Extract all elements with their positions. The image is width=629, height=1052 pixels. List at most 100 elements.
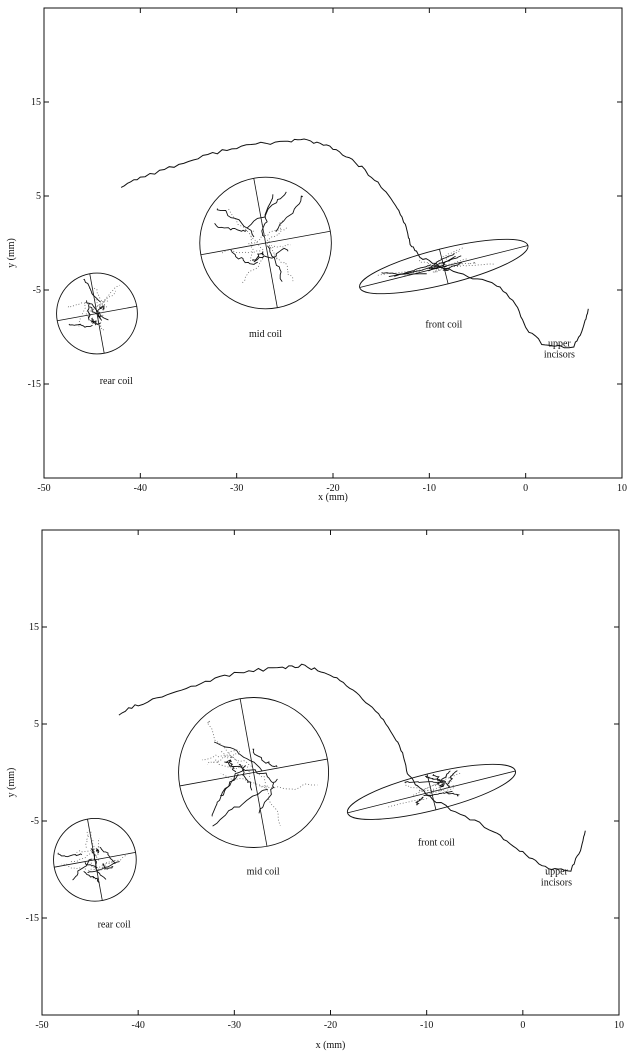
coil-0 xyxy=(56,272,138,355)
coil-track xyxy=(99,325,104,331)
coil-track xyxy=(201,749,238,761)
coil-track xyxy=(376,267,430,276)
coil-track xyxy=(99,853,129,868)
coil-track xyxy=(403,263,443,277)
coil-track xyxy=(221,751,263,778)
x-tick-label: -50 xyxy=(37,483,50,494)
coil-track xyxy=(413,772,461,796)
coil-2 xyxy=(346,763,517,820)
coil-track xyxy=(216,208,255,238)
coil-track xyxy=(102,863,114,870)
coil-track xyxy=(436,770,451,786)
coil-track xyxy=(229,754,252,780)
coil-track xyxy=(419,256,431,265)
coil-label: rear coil xyxy=(100,376,133,387)
coil-track xyxy=(78,302,87,327)
x-tick-label: -10 xyxy=(423,483,436,494)
coil-track xyxy=(212,751,240,764)
coil-track xyxy=(99,846,116,864)
y-tick-label: -15 xyxy=(26,913,39,924)
x-tick-label: -50 xyxy=(35,1020,48,1031)
coil-track xyxy=(446,791,461,797)
coil-track xyxy=(228,208,264,251)
coil-track xyxy=(263,776,281,827)
coil-track xyxy=(230,249,259,265)
coil-track xyxy=(423,787,447,796)
coil-track xyxy=(262,223,278,260)
y-tick-label: -5 xyxy=(33,285,41,296)
coil-track xyxy=(261,194,274,237)
x-tick-label: -30 xyxy=(228,1020,241,1031)
coil-track xyxy=(57,852,83,858)
palate-trace xyxy=(120,138,589,349)
coil-track xyxy=(423,789,445,792)
coil-track xyxy=(438,250,461,272)
coil-track xyxy=(87,861,120,874)
coil-track xyxy=(90,848,98,869)
panel-top: -50 -40 -30 -20 -10 0 10 15 5 -5 -15 x (mm) y (mm) re… xyxy=(0,0,629,520)
coil-track xyxy=(258,778,278,814)
chart-top: -50 -40 -30 -20 -10 0 10 15 5 -5 -15 x (mm) y (mm) re… xyxy=(6,7,627,503)
x-tick-label: 0 xyxy=(523,483,528,494)
coil-label: mid coil xyxy=(247,866,280,877)
coil-track xyxy=(403,781,423,792)
x-tick-label: 10 xyxy=(614,1020,624,1031)
coil-track xyxy=(214,223,247,232)
coil-track xyxy=(432,267,442,273)
coil-2 xyxy=(359,238,529,295)
coil-track xyxy=(101,305,106,317)
coil-track xyxy=(92,286,108,308)
coil-track xyxy=(433,255,462,267)
x-axis-label: x (mm) xyxy=(318,492,348,503)
coil-boundary xyxy=(56,272,138,355)
coil-axis-minor xyxy=(239,698,268,847)
coil-track xyxy=(207,720,233,759)
x-tick-label: -20 xyxy=(324,1020,337,1031)
coil-track xyxy=(85,290,116,315)
coil-track xyxy=(85,831,89,848)
coil-track xyxy=(415,796,424,806)
coil-1 xyxy=(199,176,332,310)
y-axis-label: y (mm) xyxy=(6,768,17,798)
coil-axis-minor xyxy=(253,178,278,308)
coil-track xyxy=(442,267,450,271)
coil-1 xyxy=(178,697,330,848)
coil-track xyxy=(275,195,303,232)
coil-track xyxy=(434,783,445,787)
coil-track xyxy=(86,299,109,313)
coil-track xyxy=(95,848,100,854)
y-tick-label: 5 xyxy=(34,719,39,730)
x-tick-label: -20 xyxy=(326,483,339,494)
coil-track xyxy=(446,770,458,788)
coil-track xyxy=(253,247,289,263)
y-tick-label: 5 xyxy=(36,191,41,202)
coil-track xyxy=(450,263,495,268)
coil-label: mid coil xyxy=(249,329,282,340)
coil-track xyxy=(241,255,264,284)
x-tick-label: -40 xyxy=(134,483,147,494)
coil-track xyxy=(439,784,445,788)
coil-track xyxy=(90,862,103,871)
coil-axis-minor xyxy=(426,773,437,810)
x-axis-label: x (mm) xyxy=(316,1040,346,1051)
incisors-label-line1: upper xyxy=(545,866,568,877)
coil-track xyxy=(259,783,318,791)
coil-track xyxy=(220,773,268,789)
coil-track xyxy=(90,317,98,324)
coil-track xyxy=(87,303,91,321)
y-axis-label: y (mm) xyxy=(6,238,17,268)
coil-track xyxy=(444,262,462,270)
coil-track xyxy=(221,249,261,254)
y-tick-label: -5 xyxy=(31,816,39,827)
chart-bottom: -50 -40 -30 -20 -10 0 10 15 5 -5 -15 x (mm) y (mm) re… xyxy=(6,529,624,1051)
incisors-label-line2: incisors xyxy=(541,877,572,888)
x-tick-label: 0 xyxy=(520,1020,525,1031)
coil-track xyxy=(211,773,239,817)
coil-track xyxy=(68,323,93,328)
coil-label: front coil xyxy=(418,837,455,848)
coil-0 xyxy=(53,817,137,902)
coil-track xyxy=(83,871,100,884)
x-tick-label: -40 xyxy=(131,1020,144,1031)
coil-track xyxy=(440,785,455,795)
y-tick-label: -15 xyxy=(28,379,41,390)
